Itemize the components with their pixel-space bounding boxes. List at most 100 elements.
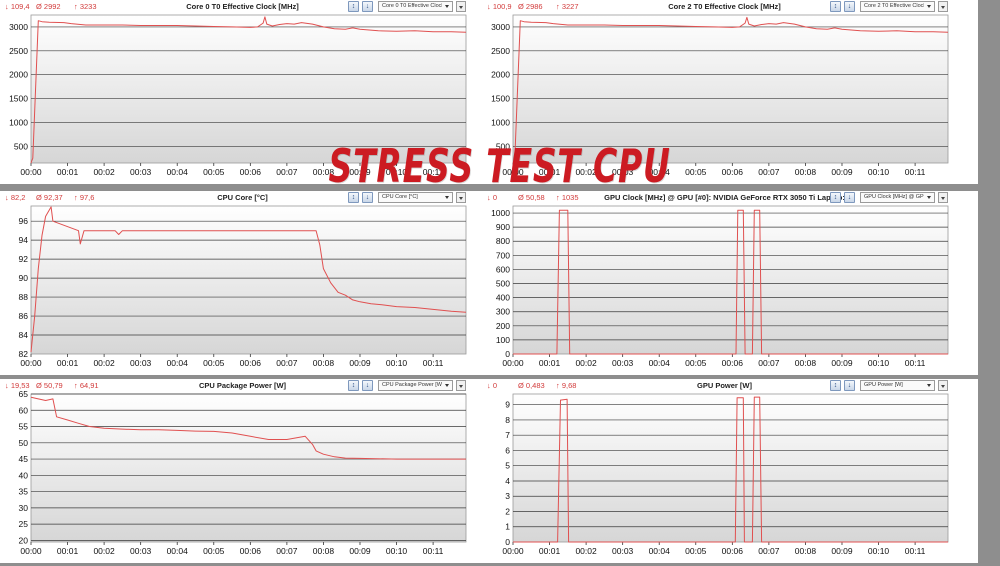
x-tick-label: 00:09 [349,546,371,556]
y-tick-label: 1000 [491,117,510,127]
avg-value: Ø 50,58 [518,193,545,202]
x-tick-label: 00:01 [539,546,561,556]
core0-clock-panel: ↓ 109,4 Ø 2992 ↑ 3233 Core 0 T0 Effective C… [0,0,496,184]
x-tick-label: 00:02 [93,546,115,556]
dropdown-arrow-button[interactable] [456,1,466,12]
scale-up-button[interactable]: ↕ [348,1,359,12]
arrow-down-icon: ↓ [365,194,370,201]
scale-up-button[interactable]: ↕ [830,380,841,391]
panel-title: CPU Core [°C] [217,193,268,202]
x-tick-label: 00:11 [905,358,926,368]
panel-header: ↓ 0 Ø 0,483 ↑ 9,68 GPU Power [W] ↕ ↓ GPU Power… [482,379,978,393]
sensor-select[interactable]: CPU Package Power [W] [378,380,453,391]
x-tick-label: 00:09 [349,167,371,177]
x-tick-label: 00:01 [57,167,79,177]
plot-background [512,393,949,543]
scale-down-button[interactable]: ↓ [844,380,855,391]
series-line [512,16,949,164]
x-tick-label: 00:05 [203,167,225,177]
dropdown-arrow-button[interactable] [456,380,466,391]
x-tick-label: 00:02 [575,546,597,556]
x-tick-label: 00:08 [313,358,335,368]
y-tick-label: 500 [496,141,510,151]
avg-value: Ø 92,37 [36,193,63,202]
sensor-select[interactable]: Core 2 T0 Effective Clock [860,1,935,12]
sensor-select[interactable]: GPU Power [W] [860,380,935,391]
sensor-select[interactable]: CPU Core [°C] [378,192,453,203]
y-tick-label: 8 [505,415,510,425]
y-tick-label: 700 [496,250,510,260]
series-line [513,209,948,355]
overlay-text: STRESS TEST CPU [328,139,672,193]
x-tick-label: 00:11 [423,167,444,177]
sensor-select[interactable]: Core 0 T0 Effective Clock [378,1,453,12]
x-tick-label: 00:06 [722,358,744,368]
arrow-up-icon: ↕ [833,194,838,201]
y-tick-label: 500 [496,279,510,289]
scale-down-button[interactable]: ↓ [362,1,373,12]
series-line [30,16,467,164]
x-tick-label: 00:03 [612,546,634,556]
x-tick-label: 00:02 [93,167,115,177]
scale-down-button[interactable]: ↓ [844,192,855,203]
x-tick-label: 00:08 [313,167,335,177]
y-tick-label: 200 [496,321,510,331]
scale-down-button[interactable]: ↓ [844,1,855,12]
plot-background [512,205,949,355]
arrow-up-icon: ↕ [351,3,356,10]
x-tick-label: 00:04 [167,546,189,556]
scale-down-button[interactable]: ↓ [362,380,373,391]
sensor-select-value: CPU Package Power [W] [382,382,442,388]
y-tick-label: 1500 [9,94,28,104]
y-tick-label: 2000 [9,70,28,80]
x-tick-label: 00:11 [423,546,444,556]
scale-up-button[interactable]: ↕ [348,192,359,203]
max-value: ↑ 9,68 [556,381,577,390]
plot-background [30,393,467,543]
scale-up-button[interactable]: ↕ [830,192,841,203]
x-tick-label: 00:03 [130,358,152,368]
y-tick-label: 3000 [491,22,510,32]
x-tick-label: 00:06 [240,167,262,177]
y-tick-label: 1 [505,522,510,532]
y-tick-label: 4 [505,476,510,486]
plot-area: 500 1000 1500 2000 2500 3000 00:00 00:01 00:02 00… [9,14,467,177]
gpu-clock-panel: ↓ 0 Ø 50,58 ↑ 1035 GPU Clock [MHz] @ GPU [#… [482,191,978,375]
scale-up-button[interactable]: ↕ [830,1,841,12]
panel-header: ↓ 0 Ø 50,58 ↑ 1035 GPU Clock [MHz] @ GPU [#… [482,191,978,205]
x-tick-label: 00:01 [539,358,561,368]
y-tick-label: 3 [505,491,510,501]
dropdown-arrow-button[interactable] [938,192,948,203]
series-line [30,396,466,460]
y-tick-label: 40 [19,470,29,480]
x-tick-label: 00:10 [386,167,408,177]
y-tick-label: 94 [19,235,29,245]
x-tick-label: 00:02 [575,167,597,177]
x-tick-label: 00:00 [502,167,524,177]
sensor-select[interactable]: GPU Clock [MHz] @ GPU [860,192,935,203]
y-tick-label: 800 [496,236,510,246]
arrow-down-icon: ↓ [847,3,852,10]
dropdown-arrow-button[interactable] [938,380,948,391]
x-tick-label: 00:04 [649,546,671,556]
min-value: ↓ 109,4 [5,2,30,11]
y-tick-label: 600 [496,264,510,274]
x-tick-label: 00:02 [575,358,597,368]
x-tick-label: 00:04 [649,358,671,368]
x-tick-label: 00:07 [758,167,780,177]
x-tick-label: 00:06 [722,546,744,556]
y-tick-label: 50 [19,438,29,448]
y-tick-label: 5 [505,461,510,471]
x-tick-label: 00:00 [20,546,42,556]
scale-down-button[interactable]: ↓ [362,192,373,203]
x-tick-label: 00:04 [167,358,189,368]
y-tick-label: 1000 [9,117,28,127]
scale-up-button[interactable]: ↕ [348,380,359,391]
x-tick-label: 00:04 [167,167,189,177]
dropdown-arrow-button[interactable] [456,192,466,203]
x-tick-label: 00:08 [795,546,817,556]
min-value: ↓ 19,53 [5,381,30,390]
y-tick-label: 20 [19,535,29,545]
dropdown-arrow-button[interactable] [938,1,948,12]
avg-value: Ø 0,483 [518,381,545,390]
